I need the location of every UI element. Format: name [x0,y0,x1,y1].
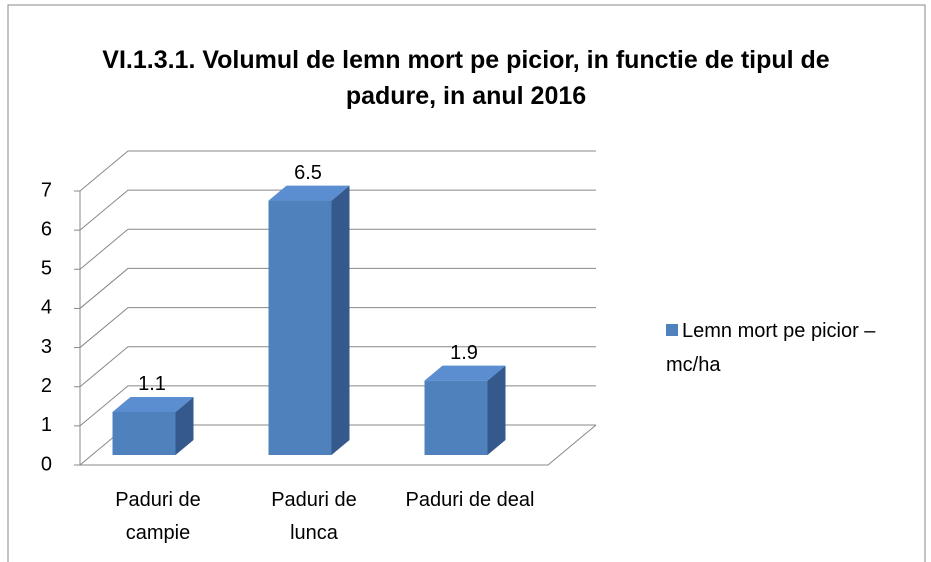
grid-line [79,189,596,231]
y-tick-label: 1 [41,414,52,436]
bar-side [331,185,350,456]
legend: Lemn mort pe picior – mc/ha [666,314,916,382]
bar-side [487,365,506,455]
legend-swatch [666,324,678,336]
chart-border [7,4,926,562]
data-label: 1.9 [450,342,478,364]
x-tick-label: Paduri de campie [115,489,201,544]
grid-line [79,267,596,309]
y-tick-label: 7 [41,179,52,201]
y-tick-label: 4 [41,297,52,319]
y-tick-label: 0 [41,453,52,475]
grid-line [79,346,596,388]
bar [268,200,332,455]
y-tick-label: 2 [41,375,52,397]
grid-line [79,307,596,348]
grid-line [79,150,596,192]
floor-edge [80,424,597,466]
grid-line [79,228,596,270]
x-tick-label: Paduri de deal [405,489,535,511]
y-tick-label: 3 [41,336,52,358]
y-tick-label: 6 [41,218,52,240]
legend-label: Lemn mort pe picior – mc/ha [666,320,876,376]
bar-top [424,365,506,381]
bar [424,380,488,455]
data-label: 1.1 [138,373,166,395]
bar [112,411,176,455]
bar-top [268,185,350,201]
chart-title: VI.1.3.1. Volumul de lemn mort pe picior… [102,46,830,110]
y-tick-label: 5 [41,258,52,280]
bar-top [112,396,194,412]
data-label: 6.5 [294,162,322,184]
bar-side [175,396,194,455]
x-tick-label: Paduri de lunca [271,489,357,544]
